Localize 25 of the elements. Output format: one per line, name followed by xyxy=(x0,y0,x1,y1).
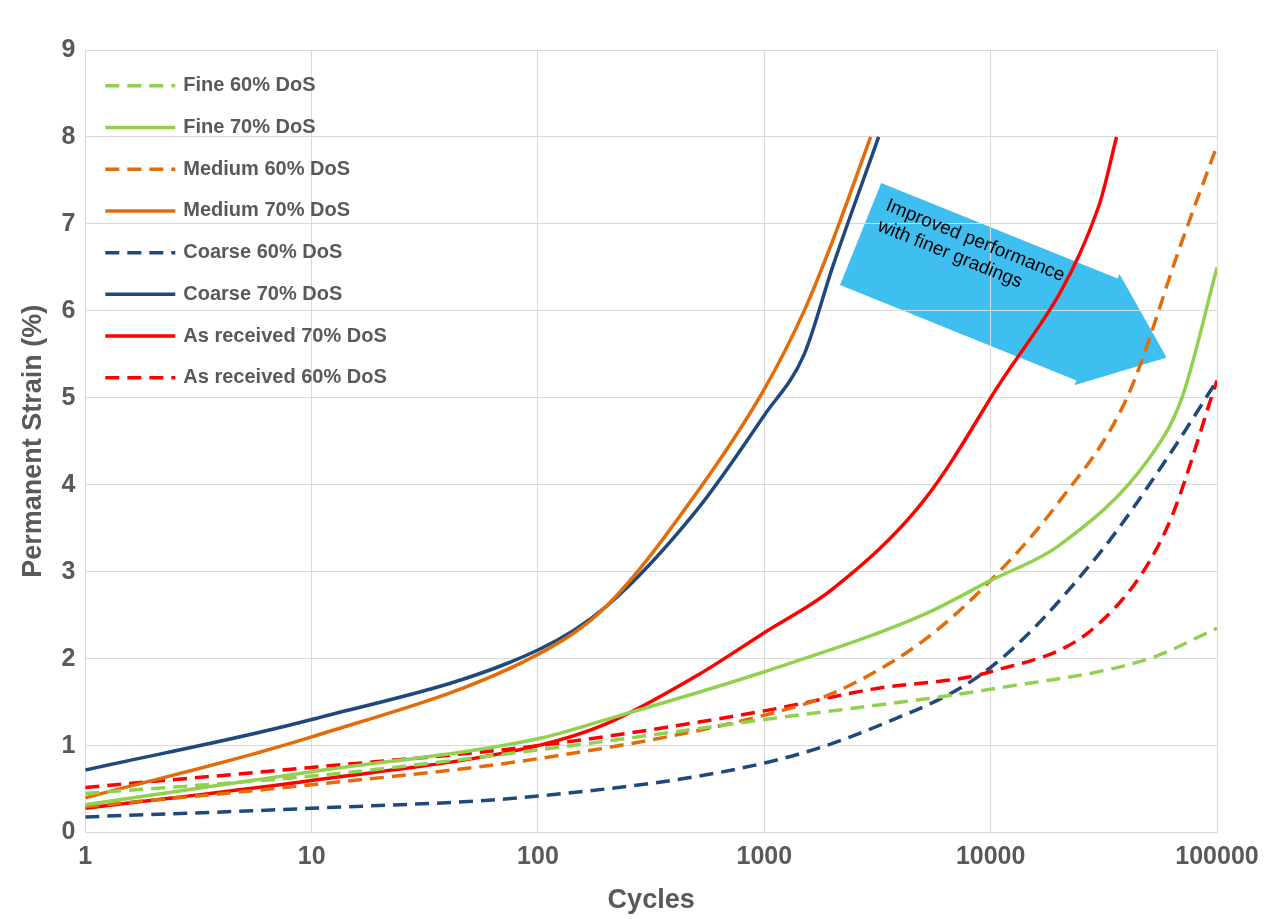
x-tick-label: 100 xyxy=(517,841,559,870)
y-tick-label: 7 xyxy=(61,207,76,236)
y-axis-title: Permanent Strain (%) xyxy=(16,304,47,578)
x-axis-title: Cycles xyxy=(607,884,695,915)
y-tick-label: 3 xyxy=(61,555,76,584)
legend-label: Medium 60% DoS xyxy=(183,156,351,179)
x-tick-label: 10000 xyxy=(955,841,1026,870)
x-tick-label: 10 xyxy=(297,841,326,870)
y-tick-label: 4 xyxy=(61,468,76,497)
y-tick-label: 0 xyxy=(61,816,76,845)
legend-label: Coarse 70% DoS xyxy=(183,281,343,304)
legend-label: Fine 60% DoS xyxy=(183,73,316,96)
y-tick-label: 9 xyxy=(61,33,76,62)
y-tick-label: 1 xyxy=(61,729,76,758)
legend-label: Fine 70% DoS xyxy=(183,115,316,138)
y-tick-label: 6 xyxy=(61,294,76,323)
y-tick-label: 5 xyxy=(61,381,76,410)
x-tick-label: 100000 xyxy=(1175,841,1259,870)
legend-label: Coarse 60% DoS xyxy=(183,240,343,263)
legend-label: As received 60% DoS xyxy=(183,365,387,388)
x-tick-label: 1000 xyxy=(736,841,793,870)
y-tick-label: 8 xyxy=(61,120,76,149)
y-tick-label: 2 xyxy=(61,642,76,671)
legend-label: As received 70% DoS xyxy=(183,323,387,346)
legend-label: Medium 70% DoS xyxy=(183,198,351,221)
